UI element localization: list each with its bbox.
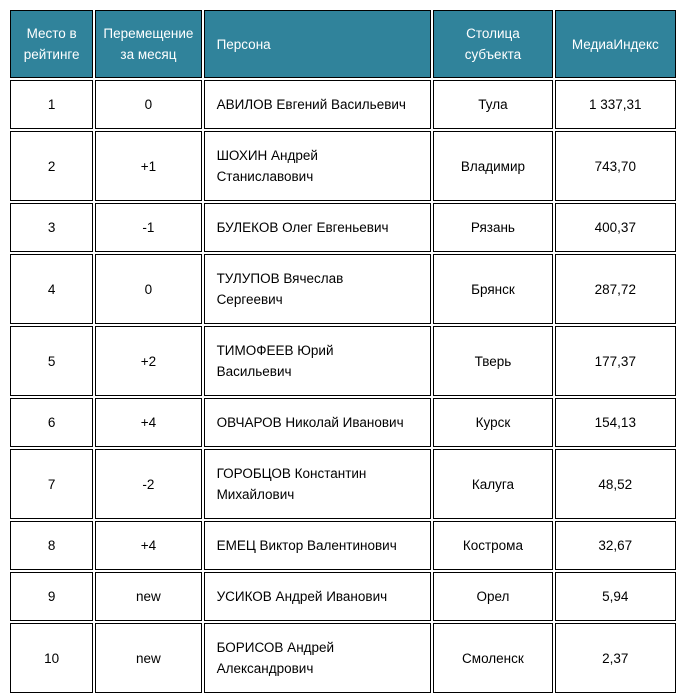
cell-rank: 7 — [10, 449, 94, 519]
table-row: 10 new БОРИСОВ Андрей Александрович Смол… — [10, 623, 676, 693]
table-header-row: Место в рейтинге Перемещение за месяц Пе… — [10, 10, 676, 78]
cell-movement: -2 — [95, 449, 202, 519]
cell-rank: 1 — [10, 80, 94, 129]
cell-person: БОРИСОВ Андрей Александрович — [203, 623, 432, 693]
table-row: 3 -1 БУЛЕКОВ Олег Евгеньевич Рязань 400,… — [10, 203, 676, 252]
cell-city: Кострома — [433, 521, 553, 570]
cell-person: БУЛЕКОВ Олег Евгеньевич — [203, 203, 432, 252]
cell-movement: -1 — [95, 203, 202, 252]
cell-mediaindex: 743,70 — [554, 131, 676, 201]
cell-mediaindex: 32,67 — [554, 521, 676, 570]
cell-mediaindex: 400,37 — [554, 203, 676, 252]
cell-city: Калуга — [433, 449, 553, 519]
cell-person: АВИЛОВ Евгений Васильевич — [203, 80, 432, 129]
column-header-mediaindex: МедиаИндекс — [554, 10, 676, 78]
cell-city: Рязань — [433, 203, 553, 252]
cell-mediaindex: 177,37 — [554, 326, 676, 396]
media-rating-table: Место в рейтинге Перемещение за месяц Пе… — [8, 8, 678, 695]
cell-person: УСИКОВ Андрей Иванович — [203, 572, 432, 621]
table-row: 1 0 АВИЛОВ Евгений Васильевич Тула 1 337… — [10, 80, 676, 129]
cell-city: Орел — [433, 572, 553, 621]
cell-movement: new — [95, 572, 202, 621]
cell-person: ЕМЕЦ Виктор Валентинович — [203, 521, 432, 570]
column-header-person: Персона — [203, 10, 432, 78]
cell-mediaindex: 5,94 — [554, 572, 676, 621]
cell-rank: 2 — [10, 131, 94, 201]
cell-person: ТИМОФЕЕВ Юрий Васильевич — [203, 326, 432, 396]
column-header-city: Столица субъекта — [433, 10, 553, 78]
cell-movement: +2 — [95, 326, 202, 396]
cell-person: ГОРОБЦОВ Константин Михайлович — [203, 449, 432, 519]
cell-rank: 9 — [10, 572, 94, 621]
cell-city: Брянск — [433, 254, 553, 324]
cell-person: ШОХИН Андрей Станиславович — [203, 131, 432, 201]
column-header-rank: Место в рейтинге — [10, 10, 94, 78]
cell-mediaindex: 154,13 — [554, 398, 676, 447]
table-row: 4 0 ТУЛУПОВ Вячеслав Сергеевич Брянск 28… — [10, 254, 676, 324]
table-row: 6 +4 ОВЧАРОВ Николай Иванович Курск 154,… — [10, 398, 676, 447]
cell-rank: 3 — [10, 203, 94, 252]
cell-movement: 0 — [95, 80, 202, 129]
cell-movement: +4 — [95, 398, 202, 447]
cell-person: ТУЛУПОВ Вячеслав Сергеевич — [203, 254, 432, 324]
column-header-movement: Перемещение за месяц — [95, 10, 202, 78]
cell-city: Тула — [433, 80, 553, 129]
table-row: 7 -2 ГОРОБЦОВ Константин Михайлович Калу… — [10, 449, 676, 519]
cell-mediaindex: 287,72 — [554, 254, 676, 324]
cell-rank: 8 — [10, 521, 94, 570]
table-row: 8 +4 ЕМЕЦ Виктор Валентинович Кострома 3… — [10, 521, 676, 570]
cell-movement: +1 — [95, 131, 202, 201]
cell-person: ОВЧАРОВ Николай Иванович — [203, 398, 432, 447]
cell-rank: 4 — [10, 254, 94, 324]
table-row: 9 new УСИКОВ Андрей Иванович Орел 5,94 — [10, 572, 676, 621]
cell-rank: 6 — [10, 398, 94, 447]
cell-mediaindex: 2,37 — [554, 623, 676, 693]
cell-movement: +4 — [95, 521, 202, 570]
cell-mediaindex: 1 337,31 — [554, 80, 676, 129]
cell-rank: 10 — [10, 623, 94, 693]
table-row: 2 +1 ШОХИН Андрей Станиславович Владимир… — [10, 131, 676, 201]
table-body: 1 0 АВИЛОВ Евгений Васильевич Тула 1 337… — [10, 80, 676, 693]
cell-city: Владимир — [433, 131, 553, 201]
cell-rank: 5 — [10, 326, 94, 396]
cell-mediaindex: 48,52 — [554, 449, 676, 519]
table-row: 5 +2 ТИМОФЕЕВ Юрий Васильевич Тверь 177,… — [10, 326, 676, 396]
cell-city: Тверь — [433, 326, 553, 396]
cell-city: Курск — [433, 398, 553, 447]
cell-city: Смоленск — [433, 623, 553, 693]
cell-movement: 0 — [95, 254, 202, 324]
cell-movement: new — [95, 623, 202, 693]
